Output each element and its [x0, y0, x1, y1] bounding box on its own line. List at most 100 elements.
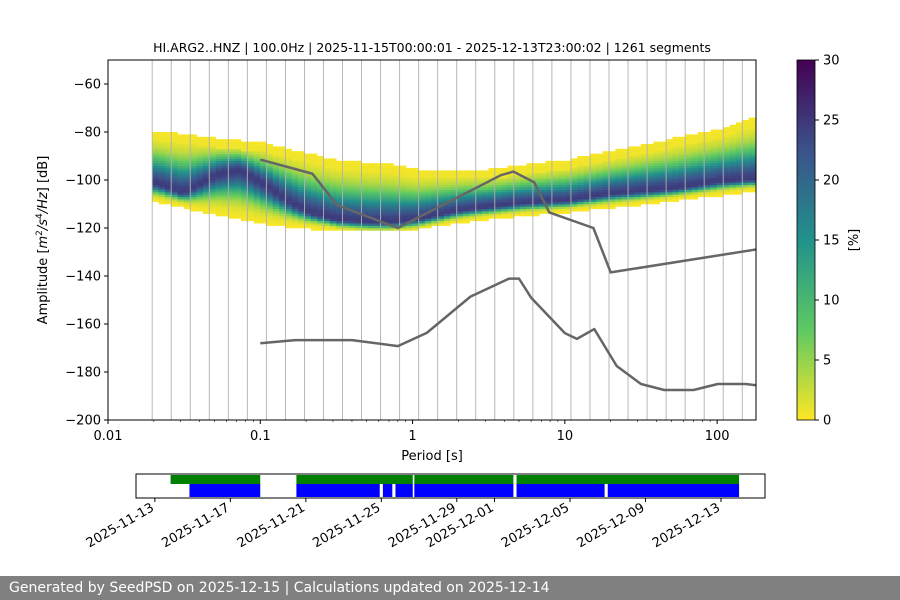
heat-cell	[628, 163, 635, 166]
heat-cell	[164, 151, 172, 154]
heat-cell	[437, 180, 445, 183]
heat-cell	[450, 177, 458, 181]
heat-cell	[298, 196, 305, 200]
heat-cell	[374, 187, 381, 190]
heat-cell	[647, 189, 654, 193]
heat-cell	[272, 194, 280, 198]
heat-cell	[177, 187, 185, 190]
heat-cell	[501, 175, 508, 178]
heat-cell	[723, 129, 730, 133]
heat-cell	[234, 184, 242, 188]
heat-cell	[247, 175, 254, 178]
heat-cell	[260, 201, 267, 205]
heat-cell	[317, 156, 324, 159]
heat-cell	[152, 153, 159, 157]
heat-cell	[634, 151, 642, 154]
heat-cell	[570, 160, 578, 164]
heat-cell	[253, 163, 261, 166]
heat-cell	[329, 187, 337, 190]
heat-cell	[190, 187, 197, 190]
heat-cell	[463, 216, 470, 219]
heat-cell	[469, 213, 477, 217]
heat-cell	[653, 170, 661, 174]
heat-cell	[234, 199, 242, 202]
heat-cell	[716, 175, 724, 178]
heat-cell	[215, 153, 223, 157]
heat-cell	[666, 180, 673, 183]
heat-cell	[279, 153, 286, 157]
heat-cell	[551, 196, 559, 200]
heat-cell	[583, 196, 591, 200]
heat-cell	[171, 194, 178, 198]
heat-cell	[196, 172, 204, 176]
heat-cell	[748, 184, 756, 188]
heat-cell	[247, 184, 254, 188]
heat-cell	[729, 146, 737, 150]
heat-cell	[634, 158, 642, 162]
heat-cell	[221, 156, 229, 159]
heat-cell	[336, 160, 343, 164]
heat-cell	[171, 158, 178, 162]
heat-cell	[501, 192, 508, 195]
heat-cell	[647, 156, 654, 159]
heat-cell	[234, 204, 242, 207]
heat-cell	[164, 158, 172, 162]
heat-cell	[272, 156, 280, 159]
heat-cell	[494, 204, 502, 207]
heat-cell	[589, 192, 597, 195]
heat-cell	[742, 187, 749, 190]
heat-cell	[241, 151, 248, 154]
heat-cell	[691, 170, 699, 174]
heat-cell	[348, 172, 356, 176]
heat-cell	[615, 194, 623, 198]
heat-cell	[386, 175, 394, 178]
heat-cell	[317, 220, 324, 224]
heat-cell	[336, 192, 343, 195]
heat-cell	[152, 177, 159, 181]
heat-cell	[513, 165, 521, 169]
heat-cell	[704, 160, 711, 164]
heat-cell	[393, 208, 400, 212]
heat-cell	[380, 201, 388, 205]
heat-cell	[482, 170, 489, 174]
heat-cell	[355, 160, 362, 164]
heat-cell	[494, 194, 502, 198]
heat-cell	[735, 132, 743, 135]
heat-cell	[228, 168, 235, 171]
heat-cell	[583, 175, 591, 178]
heat-cell	[666, 182, 673, 186]
heat-cell	[735, 156, 743, 159]
heat-cell	[412, 175, 419, 178]
heat-cell	[298, 204, 305, 207]
heat-cell	[532, 213, 540, 217]
heat-cell	[323, 196, 331, 200]
heat-cell	[348, 182, 356, 186]
heat-cell	[317, 223, 324, 226]
heat-cell	[412, 204, 419, 207]
heat-cell	[672, 180, 680, 183]
heat-cell	[399, 220, 407, 224]
heat-cell	[342, 175, 350, 178]
heat-cell	[279, 184, 286, 188]
heat-cell	[507, 204, 515, 207]
heat-cell	[570, 194, 578, 198]
heat-cell	[596, 201, 603, 205]
heat-cell	[348, 189, 356, 193]
y-tick-label: −60	[74, 78, 101, 93]
heat-cell	[386, 194, 394, 198]
heat-cell	[298, 177, 305, 181]
heat-cell	[304, 180, 312, 183]
heat-cell	[475, 211, 483, 214]
heat-cell	[209, 211, 216, 214]
heat-cell	[348, 225, 356, 229]
heat-cell	[241, 165, 248, 169]
heat-cell	[171, 172, 178, 176]
coverage-span	[296, 475, 413, 484]
heat-cell	[564, 165, 572, 169]
heat-cell	[266, 163, 274, 166]
heat-cell	[171, 153, 178, 157]
heat-cell	[520, 168, 527, 171]
heat-cell	[342, 165, 350, 169]
heat-cell	[253, 160, 261, 164]
heat-cell	[647, 196, 654, 200]
